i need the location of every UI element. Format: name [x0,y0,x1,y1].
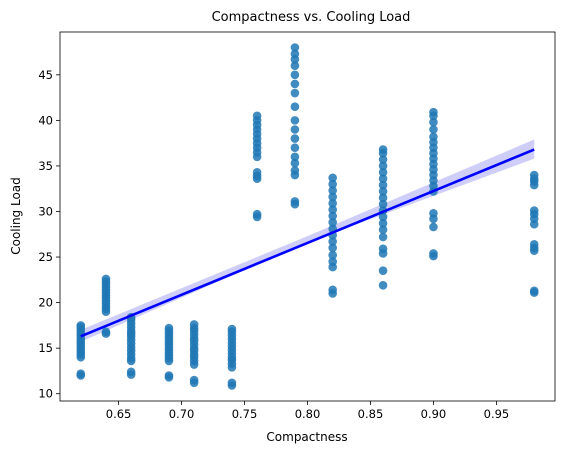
x-tick-label: 0.75 [232,407,258,421]
data-point [328,218,337,227]
data-point [429,249,438,258]
y-tick-label: 25 [38,250,53,264]
data-point [290,152,300,162]
data-point [328,198,337,208]
x-tick-label: 0.90 [421,407,447,421]
y-tick-label: 40 [38,113,53,127]
data-point [378,199,388,209]
data-point [290,116,300,125]
data-point [164,371,174,380]
data-point [529,170,539,180]
y-axis-ticks: 10 15 20 25 30 35 40 45 [38,68,60,401]
data-point [378,244,388,254]
data-point [378,187,388,196]
points-layer [76,43,539,390]
x-tick-label: 0.85 [358,407,384,421]
data-point [429,125,438,134]
data-point [378,193,388,203]
data-point [378,266,388,276]
data-point [378,168,388,177]
regression-line [80,148,535,338]
y-axis-label: Cooling Load [9,177,23,255]
data-point [429,132,438,142]
data-point [378,145,388,154]
data-point [378,225,388,235]
data-point [378,161,388,171]
data-point [328,205,337,214]
data-point [529,239,539,249]
x-axis-ticks: 0.65 0.70 0.75 0.80 0.85 0.90 0.95 [106,401,509,421]
data-point [378,219,388,228]
data-point [126,367,136,377]
data-point [101,327,111,337]
y-tick-label: 45 [38,68,53,82]
data-point [76,321,86,330]
data-point [328,237,337,246]
data-point [227,324,237,334]
x-tick-label: 0.80 [295,407,321,421]
data-point [252,111,262,121]
data-point [189,320,199,329]
y-tick-label: 20 [38,296,53,310]
data-point [378,155,388,164]
data-point [76,369,86,378]
data-point [290,166,300,175]
x-tick-label: 0.95 [484,407,510,421]
data-point [328,243,337,253]
data-point [189,375,199,385]
data-point [378,280,388,290]
data-point [252,209,262,219]
y-tick-label: 35 [38,159,53,173]
data-point [328,179,337,189]
y-tick-label: 30 [38,204,53,218]
data-point [328,192,337,202]
x-tick-label: 0.65 [106,407,132,421]
data-point [164,323,174,333]
data-point [328,250,337,260]
data-point [378,180,388,190]
data-point [290,197,300,206]
data-point [290,102,300,112]
data-point [290,88,300,98]
data-point [328,173,337,183]
data-point [429,117,438,127]
data-point [252,168,262,177]
y-tick-label: 10 [38,387,53,401]
data-point [101,274,111,284]
chart-title: Compactness vs. Cooling Load [212,10,411,25]
data-point [328,186,337,195]
data-point [290,79,300,89]
confidence-band [80,139,535,342]
y-tick-label: 15 [38,341,53,355]
data-point [290,49,300,59]
x-axis-label: Compactness [266,430,347,444]
data-point [290,43,300,52]
x-tick-label: 0.70 [169,407,195,421]
data-point [227,378,237,388]
data-point [529,206,539,215]
data-point [429,209,438,218]
data-point [290,61,300,71]
data-point [290,143,300,153]
data-point [328,257,337,266]
data-point [429,107,438,117]
data-point [290,125,300,134]
confidence-band-layer [80,139,535,342]
data-point [290,158,300,168]
data-point [378,212,388,222]
data-point [378,174,388,183]
data-point [378,232,388,242]
data-point [290,70,300,80]
data-point [529,286,539,296]
data-point [290,134,300,143]
data-point [328,285,337,295]
data-point [429,222,438,232]
data-point [328,211,337,221]
fit-line-layer [80,148,535,338]
